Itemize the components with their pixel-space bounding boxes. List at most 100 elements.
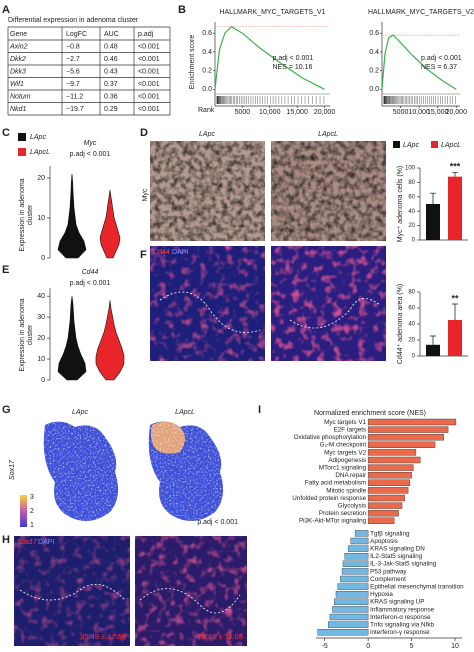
y-axis-label: cluster bbox=[27, 324, 34, 345]
violin bbox=[99, 189, 121, 259]
colorbar-label: 1 bbox=[30, 522, 34, 529]
legend-label: LApcL bbox=[30, 149, 50, 156]
nes-bar bbox=[367, 434, 444, 441]
annotation: p.adj < 0.001 bbox=[421, 55, 462, 62]
y-tick-label: 40 bbox=[37, 293, 45, 300]
table-cell: <0.001 bbox=[138, 56, 160, 63]
colorbar-label: 3 bbox=[30, 494, 34, 501]
y-tick-label: 80 bbox=[408, 290, 415, 296]
legend-label: LApcL bbox=[441, 142, 461, 149]
nes-bar bbox=[367, 418, 457, 426]
plot-title: Myc bbox=[84, 140, 97, 147]
x-tick-label: 5 bbox=[410, 643, 414, 650]
plot-title: Normalized enrichment score (NES) bbox=[314, 410, 426, 417]
term-label: MTorc1 signaling bbox=[319, 464, 367, 471]
x-tick-label: 5000 bbox=[393, 109, 409, 116]
y-tick-label: 30 bbox=[37, 314, 45, 321]
error-bar bbox=[452, 303, 458, 320]
nes-bar bbox=[354, 530, 369, 537]
table-cell: −9.7 bbox=[66, 81, 80, 88]
x-tick-label: 15,000 bbox=[286, 109, 308, 116]
table-cell: Axin2 bbox=[9, 43, 28, 50]
term-label: Myc targets V1 bbox=[324, 419, 366, 426]
y-tick-label: 40 bbox=[408, 209, 415, 215]
panel-letter: G bbox=[2, 404, 11, 416]
violin bbox=[57, 173, 87, 259]
y-tick-label: 10 bbox=[37, 215, 45, 222]
table-cell: <0.001 bbox=[138, 68, 160, 75]
y-tick-label: 0 bbox=[41, 255, 45, 262]
term-label: Interferon-α response bbox=[370, 614, 431, 621]
table-cell: 0.46 bbox=[104, 56, 118, 63]
x-tick-label: 10,000 bbox=[259, 109, 281, 116]
nes-bar bbox=[332, 606, 369, 613]
table-cell: −11.2 bbox=[66, 93, 83, 100]
legend-label: LApc bbox=[403, 142, 419, 149]
table-cell: Notum bbox=[10, 93, 31, 100]
violin bbox=[95, 300, 125, 381]
y-tick-label: 0.4 bbox=[369, 49, 379, 56]
nes-bar bbox=[337, 583, 369, 590]
panel-letter: C bbox=[2, 127, 10, 139]
y-tick-label: 0.0 bbox=[202, 86, 212, 93]
y-axis-label: Expression in adenoma bbox=[19, 178, 26, 251]
bar bbox=[448, 320, 462, 356]
stain-label: DAPI bbox=[38, 539, 54, 546]
legend-label: LApc bbox=[30, 134, 46, 141]
y-axis-label: Expression in adenoma bbox=[19, 298, 26, 371]
annotation: NES = 10.16 bbox=[273, 64, 313, 71]
bar bbox=[448, 176, 462, 240]
y-tick-label: 0.0 bbox=[369, 86, 379, 93]
table-cell: <0.001 bbox=[138, 93, 160, 100]
y-axis-label: cluster bbox=[27, 204, 34, 225]
y-tick-label: 0.4 bbox=[202, 49, 212, 56]
table-cell: 0.37 bbox=[104, 81, 118, 88]
y-axis-label: Enrichment score bbox=[189, 35, 196, 90]
term-label: Myc targets V2 bbox=[324, 449, 366, 456]
microscopy-h bbox=[14, 536, 247, 646]
panel-letter: H bbox=[2, 534, 10, 546]
x-axis-label: Rank bbox=[198, 107, 215, 114]
y-axis-label: Cd44⁺ adenoma area (%) bbox=[397, 284, 404, 364]
y-tick-label: 0 bbox=[412, 354, 416, 360]
nes-bar bbox=[367, 472, 412, 479]
y-tick-label: 0.2 bbox=[369, 67, 379, 74]
nes-bar bbox=[329, 613, 369, 621]
row-label: Myc bbox=[142, 188, 149, 201]
table-header: AUC bbox=[104, 31, 119, 38]
term-label: G₂-M checkpoint bbox=[320, 442, 367, 449]
plot-title: HALLMARK_MYC_TARGETS_V2 bbox=[368, 9, 474, 16]
nes-bar bbox=[350, 537, 369, 545]
bar bbox=[426, 204, 440, 240]
nes-bar bbox=[341, 568, 369, 575]
violin bbox=[57, 296, 87, 381]
term-label: Apoptosis bbox=[370, 538, 398, 545]
umap bbox=[20, 421, 224, 527]
quantification: 78.46 ± 11.08 bbox=[198, 632, 243, 641]
annotation: p.adj < 0.001 bbox=[273, 55, 314, 62]
term-label: Hypoxia bbox=[370, 591, 393, 598]
x-tick-label: 15,000 bbox=[427, 109, 449, 116]
nes-bar bbox=[367, 494, 405, 502]
legend-swatch bbox=[18, 133, 26, 141]
legend-swatch bbox=[431, 141, 438, 148]
nes-bar bbox=[367, 502, 403, 509]
annotation: p.adj < 0.001 bbox=[197, 519, 238, 526]
table-header: p.adj bbox=[138, 31, 154, 38]
microscopy-d bbox=[150, 141, 386, 241]
x-tick-label: 0 bbox=[366, 643, 370, 650]
term-label: IL2-Stat5 signaling bbox=[370, 553, 423, 560]
table-header: LogFC bbox=[66, 31, 87, 38]
term-label: Mitotic spindle bbox=[326, 487, 366, 494]
nes-bar bbox=[367, 510, 399, 517]
error-bar bbox=[430, 192, 436, 204]
x-tick-label: -5 bbox=[322, 643, 328, 650]
table-title: Differential expression in adenoma clust… bbox=[8, 17, 139, 24]
table-cell: Dkk2 bbox=[10, 56, 26, 63]
panel-letter: A bbox=[2, 4, 10, 16]
y-tick-label: 100 bbox=[405, 166, 416, 172]
table-cell: 0.43 bbox=[104, 68, 118, 75]
y-tick-label: 20 bbox=[37, 175, 45, 182]
annotation: p.adj < 0.001 bbox=[70, 280, 111, 287]
